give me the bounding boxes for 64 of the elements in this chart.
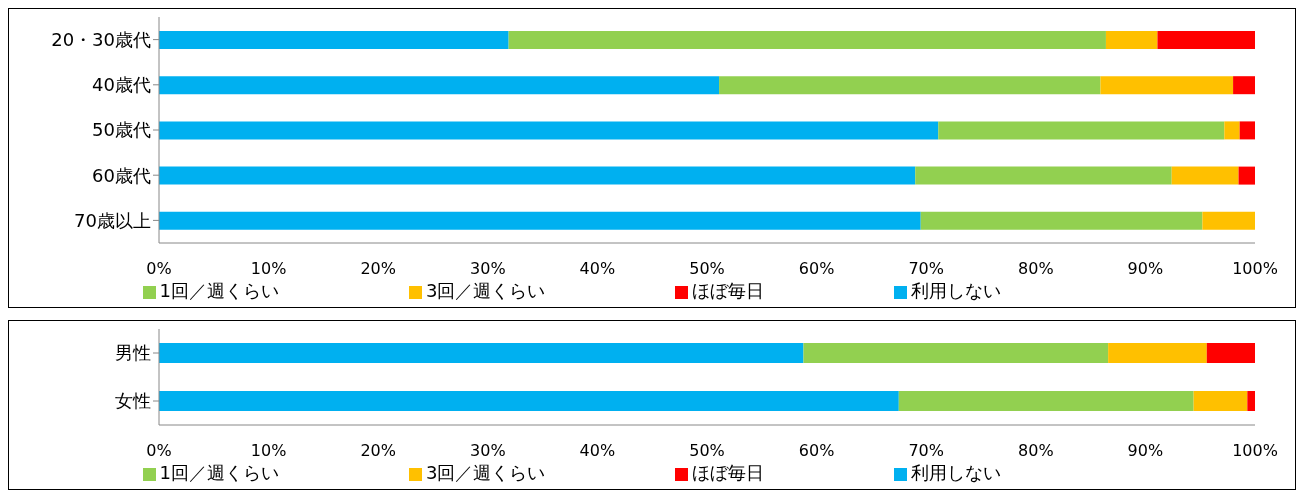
x-tick-label: 10% — [250, 441, 287, 461]
x-tick-label: 100% — [1232, 441, 1278, 461]
x-tick-label: 50% — [689, 259, 725, 279]
x-tick-label: 0% — [146, 441, 172, 461]
bar — [159, 343, 804, 363]
bar — [159, 76, 720, 95]
y-tick-label: 20・30歳代 — [51, 28, 151, 50]
x-tick-label: 40% — [579, 441, 616, 461]
x-tick-label: 20% — [360, 441, 396, 461]
bar — [159, 31, 509, 49]
x-tick-label: 100% — [1232, 259, 1278, 279]
bar — [1224, 121, 1240, 140]
legend-label: 1回／週くらい — [159, 280, 279, 301]
legend-label: 3回／週くらい — [426, 462, 546, 483]
bar — [719, 76, 1101, 95]
x-tick-label: 10% — [250, 259, 287, 279]
x-tick-label: 30% — [470, 441, 506, 461]
bar — [1202, 211, 1255, 230]
bar — [1238, 166, 1255, 185]
x-tick-label: 90% — [1127, 441, 1164, 461]
bar — [508, 31, 1106, 49]
bar — [1239, 121, 1255, 140]
bar — [159, 391, 899, 411]
bar — [159, 121, 939, 140]
x-tick-label: 60% — [798, 441, 835, 461]
bar — [915, 166, 1172, 185]
y-tick-label: 40歳代 — [92, 74, 151, 96]
x-tick-label: 30% — [470, 259, 506, 279]
x-tick-label: 0% — [146, 259, 172, 279]
y-tick-label: 男性 — [115, 342, 151, 364]
bar — [159, 166, 916, 185]
bar — [1247, 391, 1255, 411]
legend-label: 利用しない — [911, 280, 1002, 301]
bar — [1100, 76, 1234, 95]
legend-label: 利用しない — [911, 462, 1002, 483]
legend-label: 3回／週くらい — [426, 280, 546, 301]
bar — [1105, 31, 1158, 49]
x-tick-label: 80% — [1018, 259, 1054, 279]
legend-label: 1回／週くらい — [159, 462, 279, 483]
x-tick-label: 80% — [1018, 441, 1054, 461]
bar — [1193, 391, 1248, 411]
x-tick-label: 60% — [798, 259, 835, 279]
y-tick-label: 50歳代 — [92, 119, 151, 141]
legend-label: ほぼ毎日 — [692, 462, 765, 483]
y-tick-label: 60歳代 — [92, 164, 151, 186]
x-tick-label: 70% — [908, 441, 944, 461]
bar — [1171, 166, 1239, 185]
bar — [1157, 31, 1255, 49]
bar — [159, 211, 921, 230]
bar — [803, 343, 1109, 363]
bar — [938, 121, 1225, 140]
bar — [898, 391, 1194, 411]
bar — [1206, 343, 1255, 363]
x-tick-label: 40% — [579, 259, 616, 279]
bar — [1108, 343, 1207, 363]
x-tick-label: 70% — [908, 259, 944, 279]
legend-label: ほぼ毎日 — [692, 280, 765, 301]
x-tick-label: 50% — [689, 441, 725, 461]
y-tick-label: 女性 — [115, 390, 151, 412]
y-tick-label: 70歳以上 — [74, 209, 151, 231]
x-tick-label: 20% — [360, 259, 396, 279]
bar — [1233, 76, 1255, 95]
bar — [920, 211, 1203, 230]
x-tick-label: 90% — [1127, 259, 1164, 279]
